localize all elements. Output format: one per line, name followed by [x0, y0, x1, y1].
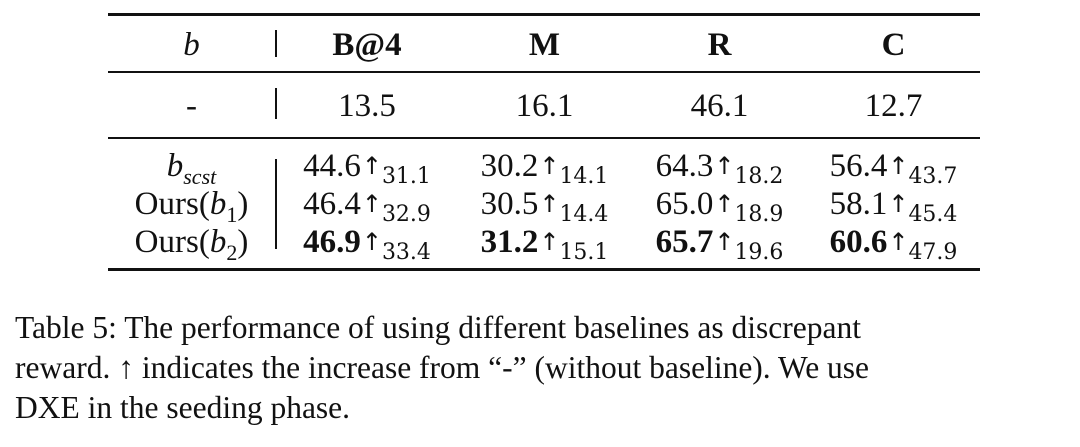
table-cell: 31.2↑15.1: [480, 224, 609, 265]
table-cell: 64.3↑18.2: [655, 148, 784, 189]
table-body: bscst Ours(b1) Ours(b2) 44.6↑31.1 46.4↑3…: [108, 139, 980, 268]
table-top-rule: [108, 13, 980, 16]
header-b: b: [183, 27, 200, 63]
rouge-column: 64.3↑18.2 65.0↑18.9 65.7↑19.6: [632, 147, 807, 265]
row-label-ours-b1: Ours(b1): [134, 186, 249, 227]
table-cell: 56.4↑43.7: [829, 148, 958, 189]
table-bottom-rule: [108, 268, 980, 271]
column-divider: [275, 159, 277, 249]
value-bleu4: 13.5: [338, 87, 396, 124]
row-label-dash: -: [186, 87, 197, 124]
header-bleu4: B@4: [332, 27, 402, 63]
value-meteor: 16.1: [515, 87, 574, 124]
table-cell: 30.5↑14.4: [480, 186, 609, 227]
meteor-column: 30.2↑14.1 30.5↑14.4 31.2↑15.1: [457, 147, 632, 265]
table-row-no-baseline: - 13.5 16.1 46.1 12.7: [108, 73, 980, 137]
results-table: b B@4 M R C - 13.5 16.1 46.1 12.7 bscst …: [108, 13, 980, 271]
row-label-ours-b2: Ours(b2): [134, 224, 249, 265]
header-meteor: M: [528, 27, 561, 63]
table-cell: 44.6↑31.1: [303, 148, 431, 189]
table-caption: Table 5: The performance of using differ…: [15, 308, 1070, 428]
caption-line-2: reward. ↑ indicates the increase from “-…: [15, 350, 870, 385]
bleu4-column: 44.6↑31.1 46.4↑32.9 46.9↑33.4: [277, 147, 457, 265]
value-rouge: 46.1: [690, 87, 749, 124]
cider-column: 56.4↑43.7 58.1↑45.4 60.6↑47.9: [807, 147, 980, 265]
table-mid-rule: [108, 71, 980, 73]
table-mid-rule-2: [108, 137, 980, 139]
caption-line-3: DXE in the seeding phase.: [15, 390, 351, 425]
value-cider: 12.7: [864, 87, 923, 124]
table-cell: 46.4↑32.9: [303, 186, 431, 227]
column-divider: [275, 30, 277, 57]
table-cell: 65.0↑18.9: [655, 186, 784, 227]
caption-line-1: Table 5: The performance of using differ…: [15, 310, 861, 345]
column-divider: [275, 88, 277, 119]
table-cell: 30.2↑14.1: [480, 148, 609, 189]
table-cell: 65.7↑19.6: [655, 224, 784, 265]
table-cell: 46.9↑33.4: [303, 224, 431, 265]
header-cider: C: [881, 27, 906, 63]
table-header-row: b B@4 M R C: [108, 16, 980, 71]
row-label-bscst: bscst: [166, 148, 217, 189]
table-cell: 60.6↑47.9: [829, 224, 958, 265]
table-cell: 58.1↑45.4: [829, 186, 958, 227]
row-labels-column: bscst Ours(b1) Ours(b2): [108, 147, 275, 265]
header-rouge: R: [707, 27, 732, 63]
